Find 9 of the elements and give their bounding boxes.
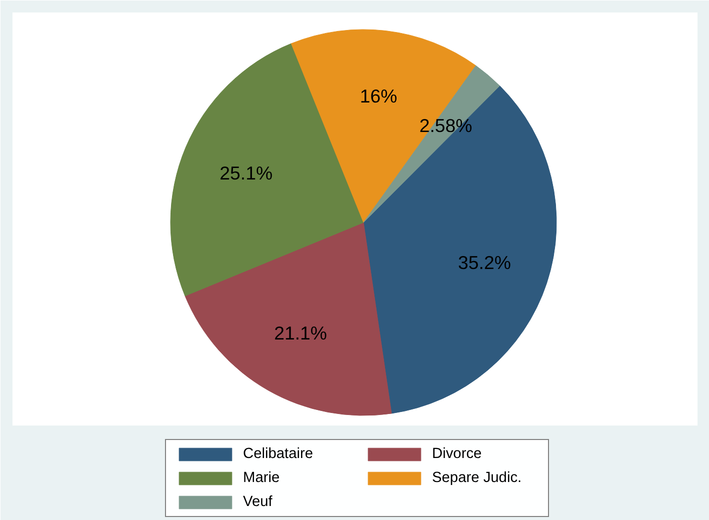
legend-label: Marie [243,470,281,486]
data-label: 25.1% [220,162,273,184]
legend-label: Celibataire [243,446,314,462]
data-label: 21.1% [274,322,327,344]
legend-label: Veuf [243,494,274,510]
legend-label: Separe Judic. [432,470,523,486]
legend-label: Divorce [432,446,483,462]
data-label: 35.2% [458,252,511,273]
data-label: 16% [360,86,398,107]
